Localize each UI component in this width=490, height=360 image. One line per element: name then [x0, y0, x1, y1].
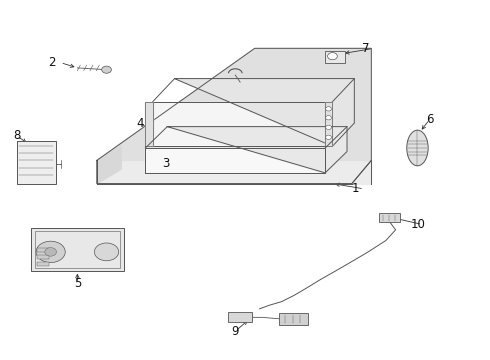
Polygon shape — [167, 127, 347, 173]
Bar — [325, 51, 344, 63]
Text: 9: 9 — [232, 325, 239, 338]
Circle shape — [326, 125, 331, 130]
Bar — [17, 141, 55, 184]
Polygon shape — [153, 102, 332, 146]
Polygon shape — [146, 102, 153, 146]
Text: 5: 5 — [74, 277, 81, 290]
Ellipse shape — [407, 130, 428, 166]
Bar — [37, 255, 49, 258]
Bar — [379, 213, 400, 222]
Circle shape — [102, 66, 111, 73]
Bar — [31, 228, 123, 271]
Polygon shape — [325, 102, 332, 146]
Text: 4: 4 — [137, 117, 144, 130]
Bar — [37, 262, 49, 266]
Bar — [35, 231, 120, 268]
Circle shape — [45, 248, 56, 256]
Circle shape — [328, 53, 337, 60]
Text: 10: 10 — [410, 218, 425, 231]
Polygon shape — [97, 146, 121, 184]
Circle shape — [326, 107, 331, 111]
Bar — [279, 313, 308, 325]
Text: 8: 8 — [13, 129, 21, 142]
Circle shape — [36, 241, 65, 262]
Text: 6: 6 — [426, 113, 433, 126]
Polygon shape — [97, 48, 371, 161]
Polygon shape — [97, 161, 371, 184]
Text: 7: 7 — [362, 42, 369, 55]
Text: 3: 3 — [162, 157, 170, 171]
Text: 1: 1 — [352, 183, 359, 195]
Bar — [228, 312, 252, 322]
Text: 2: 2 — [48, 56, 56, 69]
Polygon shape — [146, 148, 325, 173]
Circle shape — [326, 135, 331, 139]
Circle shape — [95, 243, 119, 261]
Circle shape — [326, 116, 331, 120]
Bar — [37, 248, 49, 252]
Polygon shape — [174, 78, 354, 146]
